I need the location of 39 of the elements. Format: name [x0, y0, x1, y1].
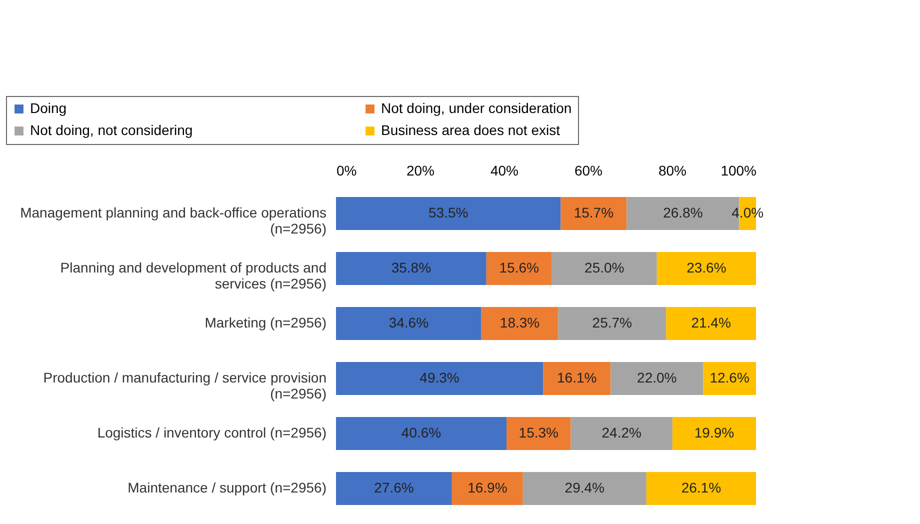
data-label: 35.8%	[391, 260, 432, 276]
data-label: 29.4%	[564, 480, 604, 496]
x-tick-label: 100%	[720, 162, 756, 178]
data-label: 16.1%	[557, 370, 597, 386]
x-tick-label: 80%	[658, 162, 687, 178]
data-label: 34.6%	[388, 314, 429, 330]
data-label: 15.3%	[518, 424, 558, 440]
data-label: 16.9%	[468, 480, 508, 496]
x-tick-label: 40%	[490, 162, 519, 178]
y-tick-label: Planning and development of products and services (n=2956)	[60, 260, 326, 292]
x-tick-label: 60%	[574, 162, 603, 178]
y-tick-label: Marketing (n=2956)	[204, 314, 326, 330]
legend-label: Not doing, not considering	[30, 122, 193, 138]
legend-label: Business area does not exist	[381, 122, 560, 138]
data-label: 24.2%	[602, 424, 642, 440]
data-label: 53.5%	[428, 204, 468, 220]
data-label: 26.1%	[681, 480, 722, 496]
y-tick-label: Management planning and back-office operations (n=2956)	[20, 204, 326, 236]
data-label: 27.6%	[374, 480, 414, 496]
y-tick-label: Logistics / inventory control (n=2956)	[97, 424, 326, 440]
data-label: 23.6%	[686, 260, 726, 276]
data-label: 49.3%	[420, 370, 460, 386]
data-label: 40.6%	[401, 424, 442, 440]
y-tick-label: Production / manufacturing / service provision (n=2956)	[43, 370, 326, 402]
data-label: 25.0%	[584, 260, 624, 276]
data-label: 18.3%	[500, 314, 540, 330]
data-label: 15.6%	[499, 260, 539, 276]
data-label: 15.7%	[574, 204, 614, 220]
legend-label: Not doing, under consideration	[381, 100, 572, 116]
legend-label: Doing	[30, 100, 67, 116]
x-tick-label: 0%	[336, 162, 357, 178]
data-label: 19.9%	[694, 424, 734, 440]
data-label: 22.0%	[637, 370, 677, 386]
data-label: 26.8%	[663, 204, 703, 220]
data-label: 21.4%	[691, 314, 731, 330]
data-label: 12.6%	[710, 370, 750, 386]
x-tick-label: 20%	[406, 162, 435, 178]
data-label: 25.7%	[592, 314, 632, 330]
y-tick-label: Maintenance / support (n=2956)	[128, 480, 326, 496]
